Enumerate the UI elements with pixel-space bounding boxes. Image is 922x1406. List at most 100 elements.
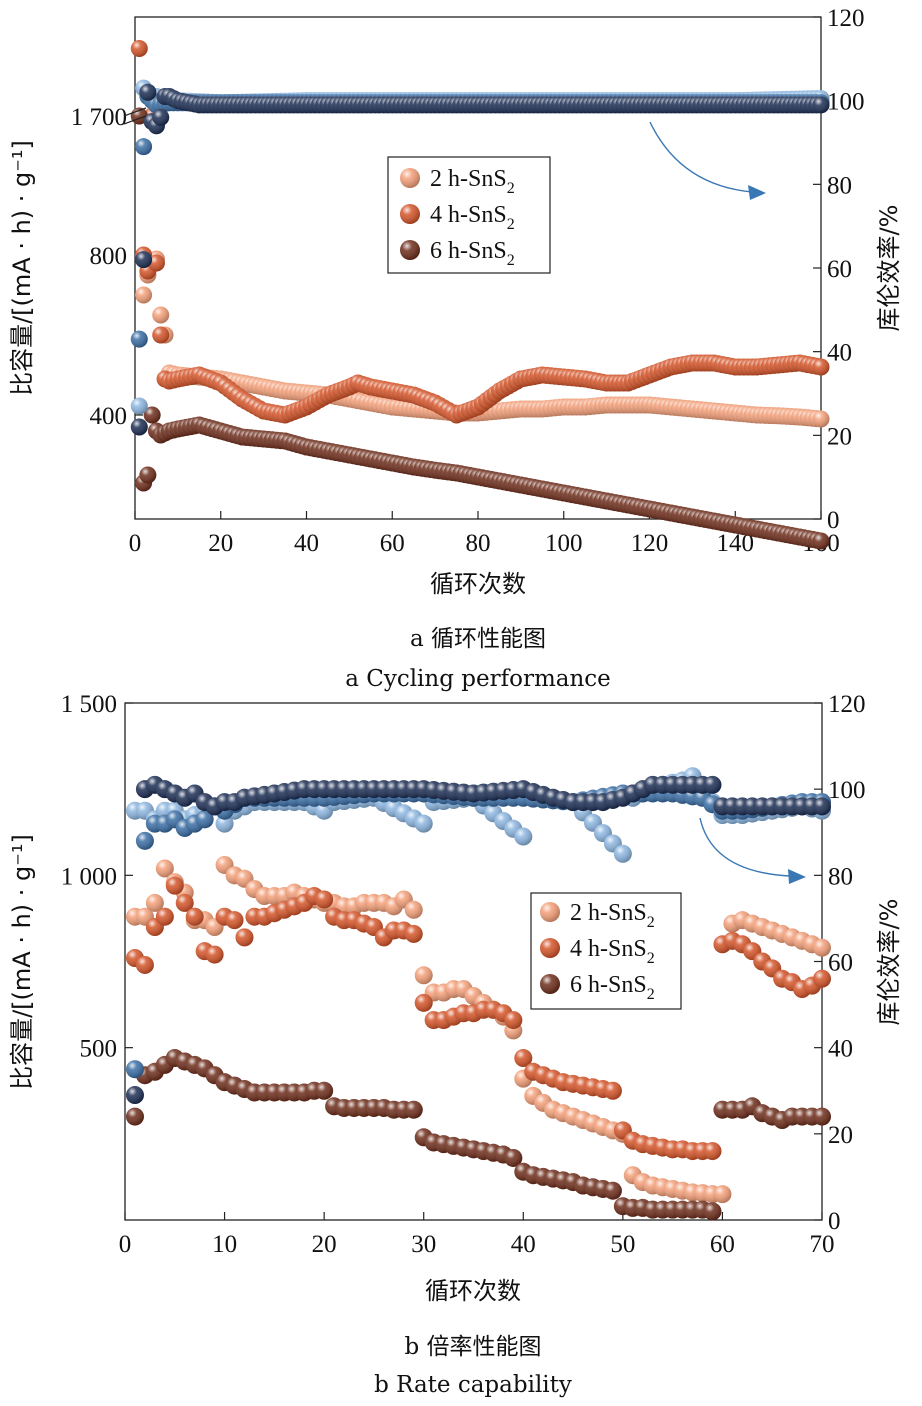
panel-a-axis-break xyxy=(123,107,147,125)
data-point xyxy=(205,945,224,964)
legend-marker xyxy=(400,204,420,224)
data-point xyxy=(414,993,433,1012)
data-point xyxy=(130,418,148,436)
data-point xyxy=(139,83,157,101)
panel-b-legend: 2 h-SnS2 4 h-SnS2 6 h-SnS2 xyxy=(530,892,682,1010)
data-point xyxy=(152,306,170,324)
data-point xyxy=(152,108,170,126)
x-tick-label: 0 xyxy=(119,1231,132,1258)
data-point xyxy=(812,410,830,428)
legend-label: 6 h-SnS2 xyxy=(570,972,655,1003)
y2-tick-label: 20 xyxy=(827,423,852,450)
panel-b-ticks: 0 10 20 30 40 50 60 70 500 1 000 1 500 0 20 40 60 80 100… xyxy=(61,691,866,1258)
panel-b: 0 10 20 30 40 50 60 70 500 1 000 1 500 0 20 40 60 80 100… xyxy=(8,691,903,1398)
data-point xyxy=(225,911,244,930)
panel-a-marks xyxy=(130,40,830,550)
panel-a-ce-arrow-head xyxy=(748,185,766,200)
data-point xyxy=(130,40,148,57)
data-point xyxy=(812,358,830,376)
data-point xyxy=(152,326,170,344)
panel-a-caption-cn: a 循环性能图 xyxy=(410,626,546,652)
legend-marker xyxy=(400,240,420,260)
legend-marker xyxy=(400,168,420,188)
x-tick-label: 60 xyxy=(380,530,405,557)
data-point xyxy=(703,775,722,794)
panel-a-y2-axis-title: 库伦效率/% xyxy=(875,205,903,332)
y-tick-label: 800 xyxy=(90,243,128,270)
data-point xyxy=(813,969,831,988)
x-tick-label: 40 xyxy=(294,530,319,557)
data-point xyxy=(514,1049,533,1068)
y2-tick-label: 100 xyxy=(827,89,865,116)
data-point xyxy=(414,966,433,985)
data-point xyxy=(143,406,161,424)
data-point xyxy=(504,1011,523,1030)
y-tick-label: 400 xyxy=(90,403,128,430)
y2-tick-label: 80 xyxy=(827,172,852,199)
panel-a-legend: 2 h-SnS2 4 h-SnS2 6 h-SnS2 xyxy=(387,156,551,274)
y2-tick-label: 80 xyxy=(828,863,853,890)
data-point xyxy=(125,1060,144,1079)
legend-label: 6 h-SnS2 xyxy=(430,238,515,269)
series-capacity-1 xyxy=(130,40,830,424)
series-capacity-2 xyxy=(130,107,830,550)
panel-b-marks xyxy=(125,767,831,1221)
data-point xyxy=(235,928,254,947)
legend-label: 2 h-SnS2 xyxy=(430,166,515,197)
y2-tick-label: 120 xyxy=(828,691,866,718)
x-tick-label: 0 xyxy=(129,530,142,557)
data-point xyxy=(135,138,153,156)
data-point xyxy=(813,1107,831,1126)
data-point xyxy=(813,797,831,816)
y2-tick-label: 40 xyxy=(827,340,852,367)
data-point xyxy=(603,1181,622,1200)
data-point xyxy=(812,532,830,550)
panel-b-y-axis-title: 比容量/[(mA · h) · g⁻¹] xyxy=(8,834,36,1090)
y2-tick-label: 0 xyxy=(827,507,840,534)
legend-marker xyxy=(540,902,560,922)
x-tick-label: 80 xyxy=(466,530,491,557)
data-point xyxy=(703,1202,722,1221)
y2-tick-label: 60 xyxy=(827,256,852,283)
y2-tick-label: 20 xyxy=(828,1122,853,1149)
data-point xyxy=(147,254,165,272)
data-point xyxy=(404,1100,423,1119)
panel-a-caption-en: a Cycling performance xyxy=(345,666,611,692)
data-point xyxy=(713,1185,732,1204)
x-tick-label: 100 xyxy=(545,530,583,557)
data-point xyxy=(125,1086,144,1105)
data-point xyxy=(135,286,153,304)
x-tick-label: 120 xyxy=(631,530,669,557)
x-tick-label: 20 xyxy=(208,530,233,557)
data-point xyxy=(404,900,423,919)
series-capacity-2 xyxy=(125,1049,831,1221)
panel-a-ce-arrow xyxy=(649,121,753,193)
y-tick-label: 1 000 xyxy=(61,863,117,890)
data-point xyxy=(613,844,632,863)
legend-marker xyxy=(540,938,560,958)
data-point xyxy=(514,827,533,846)
data-point xyxy=(603,1081,622,1100)
x-tick-label: 10 xyxy=(212,1231,237,1258)
y2-tick-label: 0 xyxy=(828,1208,841,1235)
series-ce-5 xyxy=(130,83,830,436)
panel-a-ticks: 0204060801001201401604008001 70002040608… xyxy=(71,5,865,557)
data-point xyxy=(404,924,423,943)
data-point xyxy=(135,955,154,974)
x-tick-label: 60 xyxy=(710,1231,735,1258)
data-point xyxy=(504,1148,523,1167)
y-tick-label: 1 500 xyxy=(61,691,117,718)
panel-a-y-axis-title: 比容量/[(mA · h) · g⁻¹] xyxy=(8,140,36,396)
data-point xyxy=(139,466,157,484)
legend-marker xyxy=(540,974,560,994)
panel-a: 0204060801001201401604008001 70002040608… xyxy=(8,5,903,692)
data-point xyxy=(315,1081,334,1100)
legend-label: 4 h-SnS2 xyxy=(430,202,515,233)
data-point xyxy=(813,938,831,957)
data-point xyxy=(145,893,164,912)
x-tick-label: 50 xyxy=(610,1231,635,1258)
data-point xyxy=(130,330,148,348)
data-point xyxy=(185,907,204,926)
panel-b-caption-en: b Rate capability xyxy=(374,1372,572,1398)
data-point xyxy=(155,907,174,926)
